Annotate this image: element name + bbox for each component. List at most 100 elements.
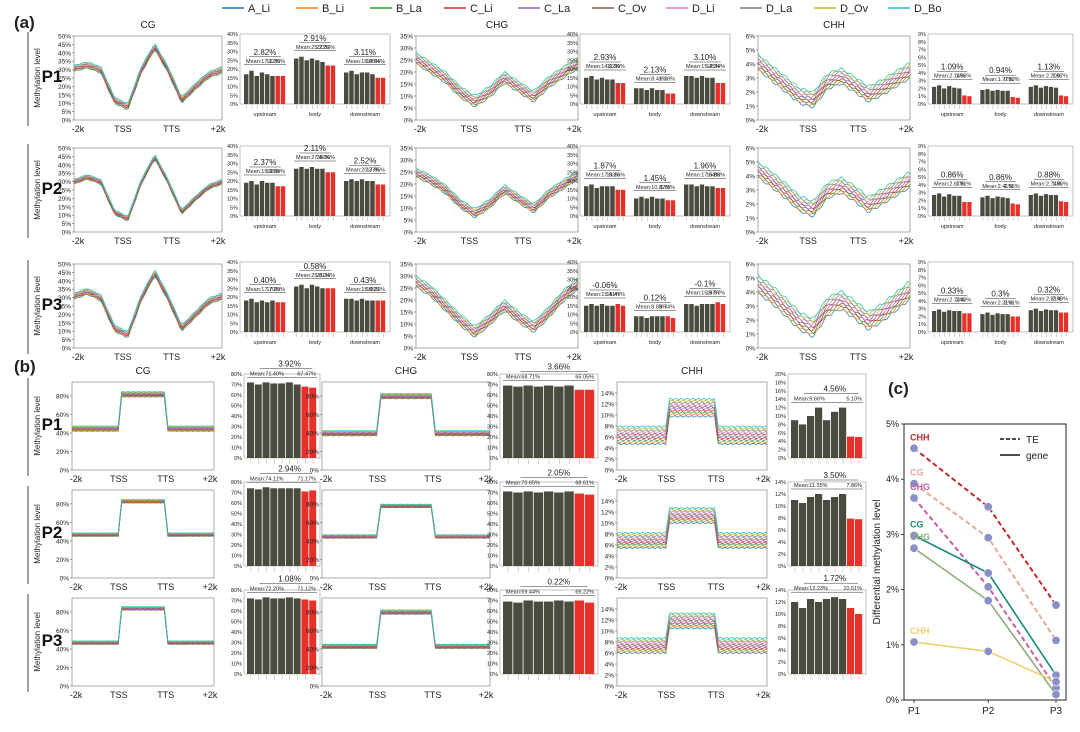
bar-red — [855, 614, 863, 674]
profile-xtick-label: +2k — [211, 352, 226, 362]
profile-series-line — [616, 403, 768, 434]
region-red-mean-label: 2.49% — [1052, 297, 1068, 303]
region-mean-label: Mean:25.81% — [296, 273, 330, 279]
bar-ytick-label: 5% — [230, 321, 238, 327]
bar-red — [375, 77, 380, 104]
bar-ytick-label: 5% — [230, 93, 238, 99]
bar-dark — [831, 497, 839, 566]
bar-dark — [932, 311, 937, 332]
profile-xtick-label: TSS — [658, 690, 676, 700]
bar-dark — [839, 494, 847, 566]
bar-ytick-label: 14% — [775, 588, 786, 594]
profile-ytick-label: 25% — [58, 76, 71, 83]
bar-ytick-label: 20% — [231, 543, 242, 549]
profile-xtick-label: -2k — [756, 352, 769, 362]
profile-series-line — [616, 399, 768, 430]
profile-ytick-label: 0% — [62, 118, 72, 125]
bar-dark — [823, 599, 831, 674]
region-mean-label: Mean:15.97% — [686, 290, 720, 296]
bar-ytick-label: 18% — [775, 380, 786, 386]
bar-ytick-label: 10% — [775, 414, 786, 420]
profile-series-line — [616, 612, 768, 640]
profile-xtick-label: +2k — [203, 582, 218, 592]
bar-ytick-label: 9% — [918, 32, 926, 38]
profile-ytick-label: 0% — [746, 118, 756, 125]
c-xtick-label: P3 — [1050, 706, 1063, 717]
region-red-mean-label: 25.36% — [316, 155, 335, 161]
bar-dark — [1038, 87, 1043, 104]
mean-label: Mean:12.23% — [794, 586, 828, 592]
bar-dark — [952, 87, 957, 104]
profile-ytick-label: 8% — [605, 424, 615, 431]
bar-dark — [365, 72, 370, 104]
bar-ytick-label: 0% — [234, 564, 242, 570]
bar-ytick-label: 60% — [487, 501, 498, 507]
bar-dark — [244, 300, 249, 332]
bar-dark — [294, 286, 299, 332]
bar-red — [309, 600, 317, 674]
bar-dark — [605, 79, 610, 104]
c-point — [983, 582, 993, 592]
bar-ytick-label: 2% — [918, 314, 926, 320]
bar-dark — [644, 318, 649, 332]
region-mean-label: Mean:2.74% — [934, 297, 965, 303]
profile-series-line — [616, 407, 768, 438]
region-label: downstream — [350, 224, 380, 230]
profile-xtick-label: +2k — [756, 474, 771, 484]
bar-red — [584, 602, 595, 674]
profile-series-line — [757, 279, 911, 326]
profile-ytick-label: 4% — [605, 662, 615, 669]
bar-ytick-label: 10% — [231, 554, 242, 560]
profile-series-line — [321, 396, 491, 436]
legend-label-B_Li: B_Li — [322, 3, 344, 15]
bar-dark — [543, 385, 554, 458]
bar-ytick-label: 20% — [231, 651, 242, 657]
bar-dark — [791, 602, 799, 674]
red-mean-label: 10.51% — [843, 586, 862, 592]
bar-dark — [554, 600, 564, 674]
region-diff-label: 0.3% — [991, 290, 1009, 299]
bar-dark — [932, 195, 937, 216]
bar-ytick-label: 25% — [227, 170, 238, 176]
region-label: body — [995, 224, 1007, 230]
bar-ytick-label: 0% — [490, 672, 498, 678]
bar-dark — [1005, 198, 1010, 216]
c-ytick-label: 0% — [886, 695, 899, 705]
bar-dark — [831, 411, 839, 458]
bar-red — [574, 389, 584, 458]
bar-ytick-label: 30% — [227, 278, 238, 284]
bar-dark — [359, 298, 365, 332]
profile-series-line — [73, 43, 223, 104]
profile-series-line — [71, 499, 215, 534]
bar-ytick-label: 25% — [567, 58, 578, 64]
bar-dark — [689, 184, 694, 216]
profile-ytick-label: 3% — [746, 76, 756, 83]
bar-ytick-label: 5% — [918, 175, 926, 181]
profile-ytick-label: 0% — [746, 346, 756, 353]
profile-xtick-label: -2k — [320, 690, 333, 700]
region-label: body — [995, 340, 1007, 346]
profile-ytick-label: 0% — [404, 118, 414, 125]
bar-ytick-label: 6% — [918, 283, 926, 289]
profile-ytick-label: 4% — [746, 62, 756, 69]
profile-xtick-label: -2k — [72, 124, 85, 134]
profile-ylabel: Methylation level — [33, 396, 42, 456]
bar-dark — [807, 416, 815, 458]
bar-dark — [270, 488, 278, 566]
c-ylabel: Differential methylation level — [872, 500, 883, 625]
bar-ytick-label: 0% — [490, 456, 498, 462]
profile-ytick-label: 30% — [58, 295, 71, 302]
region-mean-label: Mean:10.32% — [636, 185, 670, 191]
profile-xtick-label: -2k — [70, 474, 83, 484]
panel-a-P2-CHG: 0% 5% 10% 15% 20% 25% 30% 35% -2k TSS TTS +2k 0% 5% 10… — [400, 144, 731, 246]
bar-ytick-label: 70% — [231, 599, 242, 605]
c-series-label: CG — [910, 468, 924, 478]
bar-dark — [309, 167, 315, 216]
bar-red — [720, 304, 726, 332]
bar-dark — [299, 167, 304, 216]
region-mean-label: Mean:2.14% — [934, 73, 965, 79]
profile-xtick-label: TTS — [163, 124, 180, 134]
profile-ytick-label: 2% — [746, 318, 756, 325]
bar-dark — [278, 488, 286, 566]
